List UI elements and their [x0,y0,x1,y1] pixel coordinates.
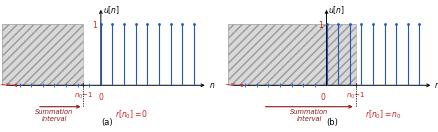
Text: $1$: $1$ [317,19,323,30]
Text: $n$: $n$ [208,81,215,90]
Bar [227,24,355,85]
Bar [2,24,83,85]
Text: $n$: $n$ [434,81,438,90]
Text: $-\infty$: $-\infty$ [224,82,237,88]
Text: (b): (b) [325,118,338,127]
Text: (a): (a) [101,118,112,127]
Text: $u[n]$: $u[n]$ [328,4,344,16]
Text: $r[n_0]=0$: $r[n_0]=0$ [114,109,148,121]
Text: $0$: $0$ [98,91,104,102]
Text: $n_0{-}1$: $n_0{-}1$ [345,91,364,101]
Text: $n_0{-}1$: $n_0{-}1$ [74,91,93,101]
Bar [2,24,83,85]
Text: $u[n]$: $u[n]$ [102,4,119,16]
Bar [227,24,355,85]
Text: $r[n_0]=n_0$: $r[n_0]=n_0$ [364,109,401,121]
Text: $-\infty$: $-\infty$ [0,82,11,88]
Text: Summation
interval: Summation interval [35,109,74,122]
Text: Summation
interval: Summation interval [290,109,328,122]
Text: $1$: $1$ [92,19,98,30]
Text: $0$: $0$ [319,91,326,102]
